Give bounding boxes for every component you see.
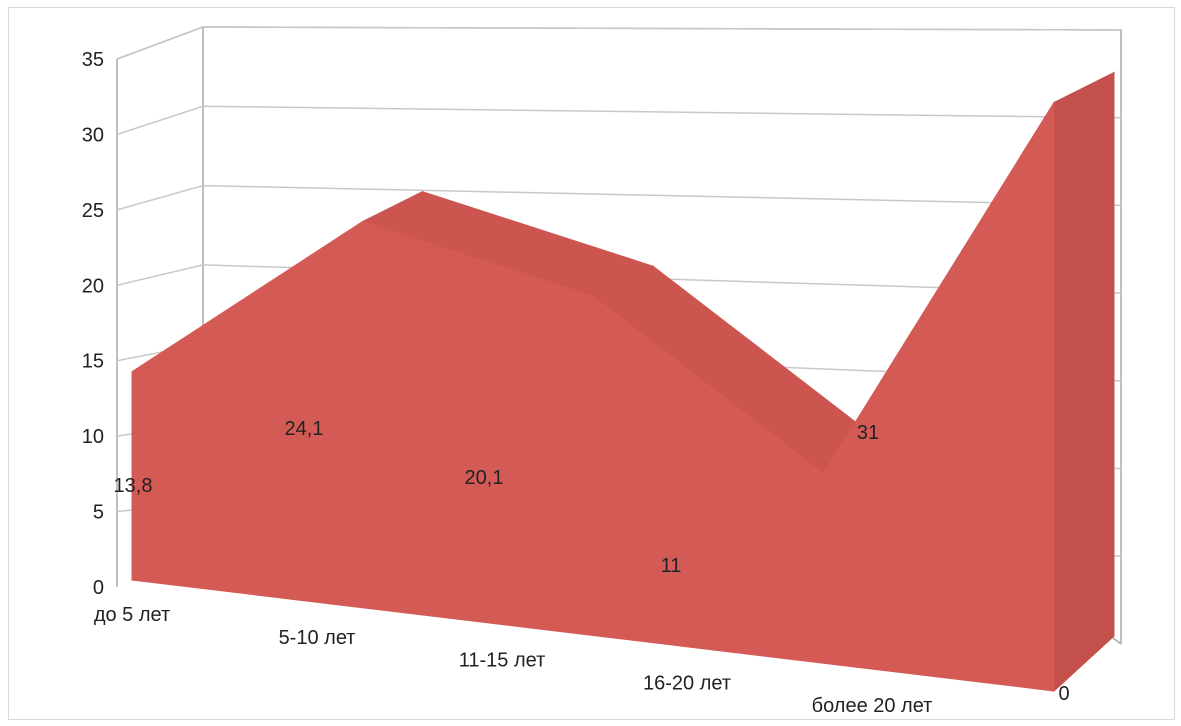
x-tick-label: более 20 лет xyxy=(812,695,933,717)
gridline xyxy=(116,26,1122,60)
y-tick-label: 15 xyxy=(82,351,104,373)
area-right-face xyxy=(1053,71,1115,693)
data-label: 31 xyxy=(857,422,879,444)
x-tick-label: 16-20 лет xyxy=(643,672,731,694)
data-label: 11 xyxy=(661,555,682,577)
data-label: 20,1 xyxy=(465,467,504,489)
gridline xyxy=(116,184,1122,211)
x-tick-label: 5-10 лет xyxy=(279,627,356,649)
y-tick-label: 35 xyxy=(82,49,104,71)
data-label: 13,8 xyxy=(114,475,153,497)
x-axis-ticks: до 5 лет 5-10 лет 11-15 лет 16-20 лет более … xyxy=(94,604,933,717)
data-label: 24,1 xyxy=(285,418,324,440)
y-tick-label: 20 xyxy=(82,275,104,297)
chart-frame xyxy=(8,7,1175,720)
x-tick-label: 11-15 лет xyxy=(459,650,546,672)
data-label: 0 xyxy=(1058,683,1069,705)
y-axis-ticks: 0 5 10 15 20 25 30 35 xyxy=(82,49,104,599)
area-series xyxy=(131,71,1116,693)
y-tick-label: 5 xyxy=(93,502,104,524)
data-labels: 13,8 24,1 20,1 11 31 0 xyxy=(114,418,1070,705)
y-tick-label: 10 xyxy=(82,426,104,448)
area-front-face xyxy=(131,100,1055,692)
x-tick-label: до 5 лет xyxy=(94,604,170,626)
y-tick-label: 25 xyxy=(82,200,104,222)
gridline xyxy=(116,264,1122,294)
y-tick-label: 0 xyxy=(93,577,104,599)
gridline xyxy=(116,105,1122,136)
y-tick-label: 30 xyxy=(82,124,104,146)
